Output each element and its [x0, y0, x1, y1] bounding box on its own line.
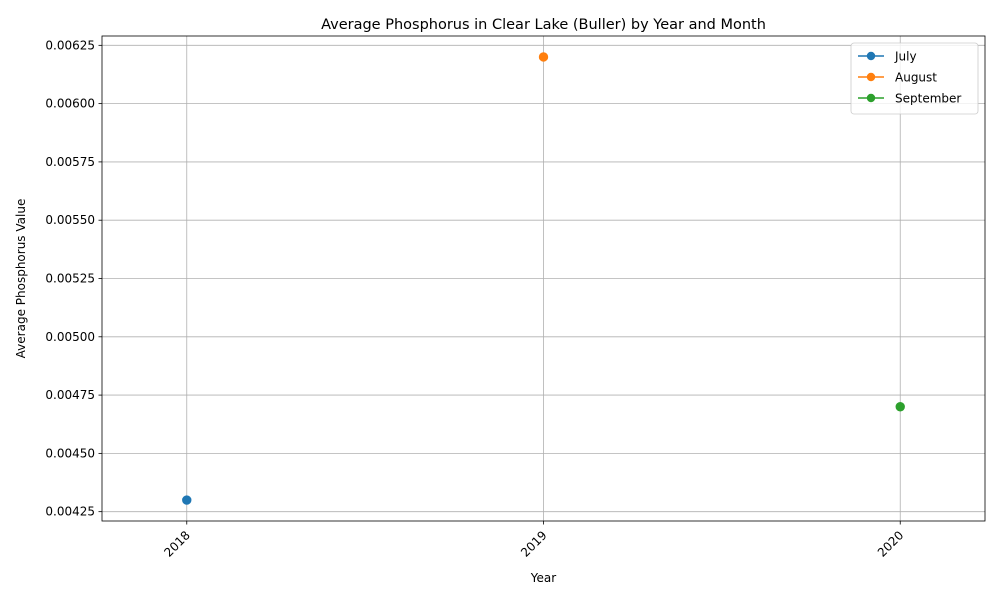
data-point	[182, 495, 192, 505]
y-tick-label: 0.00575	[45, 155, 95, 169]
series-july	[182, 495, 192, 505]
y-tick-label: 0.00625	[45, 38, 95, 52]
legend-label: September	[895, 92, 961, 106]
y-axis: 0.00425 0.00450 0.00475 0.00500 0.00525 0.005…	[45, 38, 102, 519]
x-axis-label: Year	[530, 571, 556, 585]
legend-box	[850, 42, 979, 115]
legend: July August September	[850, 42, 979, 115]
y-tick-label: 0.00425	[45, 505, 95, 519]
legend-label: August	[895, 71, 937, 85]
data-point	[538, 52, 549, 62]
y-tick-label: 0.00475	[45, 388, 95, 402]
x-tick-label: 2018	[161, 528, 192, 559]
y-tick-label: 0.00500	[45, 330, 95, 344]
x-tick-label: 2020	[875, 528, 906, 559]
y-tick-label: 0.00600	[45, 97, 95, 111]
legend-label: July	[894, 50, 917, 64]
y-axis-label: Average Phosphorus Value	[14, 199, 28, 359]
series-august	[538, 52, 549, 62]
series-layer	[182, 52, 905, 505]
legend-item-september: September	[858, 92, 961, 106]
data-point	[895, 402, 905, 412]
x-tick-label: 2019	[518, 528, 549, 559]
y-tick-label: 0.00525	[45, 272, 95, 286]
y-tick-label: 0.00550	[45, 213, 95, 227]
series-september	[895, 402, 905, 412]
legend-marker	[866, 72, 876, 82]
legend-marker	[866, 51, 876, 61]
x-axis: 2018 2019 2020	[161, 521, 906, 560]
legend-item-july: July	[858, 50, 917, 64]
grid	[102, 36, 985, 521]
chart-title: Average Phosphorus in Clear Lake (Buller…	[321, 17, 766, 33]
legend-item-august: August	[858, 71, 937, 85]
y-tick-label: 0.00450	[45, 446, 95, 460]
legend-marker	[866, 93, 876, 103]
